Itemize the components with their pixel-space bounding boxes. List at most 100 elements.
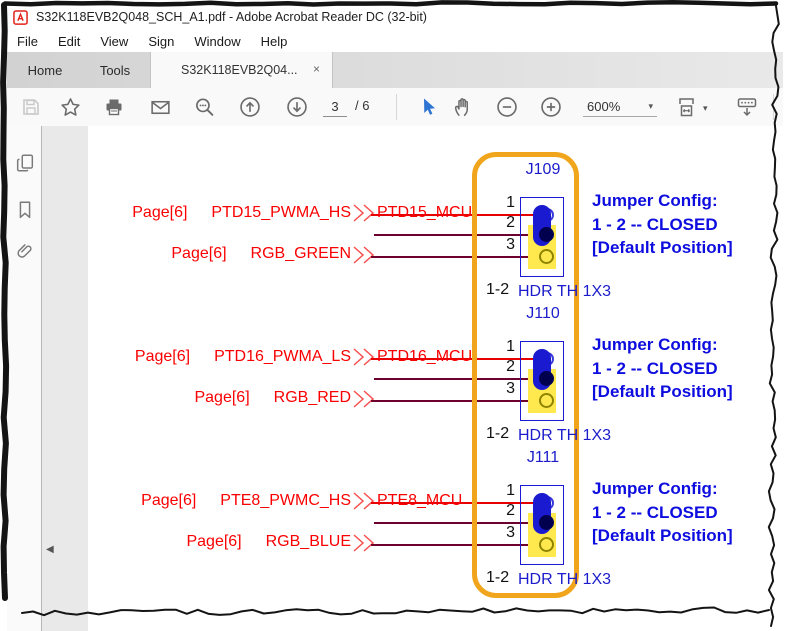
continuous-scroll-icon xyxy=(737,98,757,117)
page-count-label: / 6 xyxy=(355,98,370,113)
menu-sign[interactable]: Sign xyxy=(148,33,175,49)
pin-number: 3 xyxy=(506,380,515,397)
hand-tool-button[interactable] xyxy=(451,95,475,119)
arrow-down-circle-icon xyxy=(287,97,307,117)
pin3-circle xyxy=(539,537,554,552)
signal-label: PTE8_PWMC_HS xyxy=(220,492,351,509)
pin-number: 2 xyxy=(506,214,515,231)
paperclip-icon xyxy=(17,244,32,258)
jumper-row-j109: Page[6] PTD15_PWMA_HS Page[6] RGB_GREEN … xyxy=(7,157,787,301)
main-toolbar: 3 / 6 600% ▾ xyxy=(7,88,783,127)
scrolling-mode-button[interactable] xyxy=(735,95,759,119)
closed-pins-label: 1-2 xyxy=(486,281,510,298)
wire-pin3 xyxy=(371,256,541,258)
wire-pin2 xyxy=(374,234,540,236)
zoom-level-control[interactable]: 600% ▾ xyxy=(583,96,657,117)
menu-edit[interactable]: Edit xyxy=(57,33,81,49)
arrow-up-circle-icon xyxy=(240,97,260,117)
bookmarks-button[interactable] xyxy=(14,199,36,221)
menu-help[interactable]: Help xyxy=(260,33,288,49)
page-thumbnails-icon xyxy=(16,154,34,172)
plus-circle-icon xyxy=(541,97,561,117)
signal-label: PTD15_PWMA_HS xyxy=(211,204,351,221)
find-button[interactable] xyxy=(192,95,216,119)
rgb-signal-label: RGB_GREEN xyxy=(250,245,351,262)
wire-pin3 xyxy=(371,544,541,546)
favorites-button[interactable] xyxy=(58,95,82,119)
title-bar: S32K118EVB2Q048_SCH_A1.pdf - Adobe Acrob… xyxy=(7,4,777,30)
jumper-row-j110: Page[6] PTD16_PWMA_LS Page[6] RGB_RED PT… xyxy=(7,301,787,445)
select-tool-button[interactable] xyxy=(415,95,439,119)
jumper-callout-box xyxy=(472,152,579,598)
zoom-out-button[interactable] xyxy=(495,95,519,119)
zoom-level-value: 600% xyxy=(587,98,621,114)
pin-number: 2 xyxy=(506,502,515,519)
header-symbol-outline xyxy=(520,485,564,565)
next-page-button[interactable] xyxy=(285,95,309,119)
offpage-chevron-icon xyxy=(353,534,375,552)
pin2-circle xyxy=(539,515,554,530)
page-thumbnails-button[interactable] xyxy=(14,152,36,174)
print-button[interactable] xyxy=(102,95,126,119)
pin-number: 1 xyxy=(506,482,515,499)
pin2-circle xyxy=(539,371,554,386)
printer-icon xyxy=(106,99,122,116)
collapse-panel-icon[interactable]: ◀ xyxy=(46,544,54,555)
fit-width-icon xyxy=(679,98,694,117)
offpage-chevron-icon xyxy=(353,390,375,408)
navigation-pane-strip xyxy=(7,126,42,631)
pin-number: 1 xyxy=(506,194,515,211)
zoom-caret-icon: ▾ xyxy=(648,101,653,111)
part-label: HDR TH 1X3 xyxy=(518,427,612,444)
bookmark-icon xyxy=(19,201,31,219)
save-button[interactable] xyxy=(19,95,43,119)
previous-page-button[interactable] xyxy=(238,95,262,119)
star-icon xyxy=(60,97,80,116)
wire-pin3 xyxy=(371,400,541,402)
jumper-designator: J109 xyxy=(525,161,561,178)
menu-view[interactable]: View xyxy=(100,33,129,49)
jumper-designator: J110 xyxy=(526,305,560,322)
acrobat-pdf-icon xyxy=(13,9,28,25)
save-icon xyxy=(23,99,39,115)
tab-home[interactable]: Home xyxy=(27,62,63,78)
attachments-button[interactable] xyxy=(14,240,36,262)
part-label: HDR TH 1X3 xyxy=(518,571,612,588)
document-area: ◀ Page[6] PTD15_PWMA_HS Page[6] RGB_GREE… xyxy=(7,126,787,631)
jumper-config-note: Jumper Config: 1 - 2 -- CLOSED [Default … xyxy=(592,479,733,545)
jumper-config-note: Jumper Config: 1 - 2 -- CLOSED [Default … xyxy=(592,335,733,401)
toolbar-separator xyxy=(396,94,397,120)
page-ref-label: Page[6] xyxy=(141,492,197,509)
closed-pins-label: 1-2 xyxy=(486,425,510,442)
offpage-chevron-icon xyxy=(353,246,375,264)
signal-label: PTD16_PWMA_LS xyxy=(214,348,351,365)
tab-document[interactable]: S32K118EVB2Q04... × xyxy=(150,52,333,88)
menu-file[interactable]: File xyxy=(17,33,38,49)
wire-pin2 xyxy=(374,378,540,380)
pointer-icon xyxy=(424,98,435,115)
zoom-in-button[interactable] xyxy=(539,95,563,119)
wire-pin1 xyxy=(371,358,541,360)
jumper-config-note: Jumper Config: 1 - 2 -- CLOSED [Default … xyxy=(592,191,733,257)
menu-window[interactable]: Window xyxy=(194,33,241,49)
menu-bar: File Edit View Sign Window Help xyxy=(7,30,777,52)
page-ref-label: Page[6] xyxy=(171,245,227,262)
toolbar-separator xyxy=(773,94,774,120)
page-ref-label: Page[6] xyxy=(186,533,242,550)
offpage-chevron-icon xyxy=(353,348,375,366)
tab-bar: Home Tools S32K118EVB2Q04... × xyxy=(7,52,783,88)
net-label: PTD15_MCU xyxy=(377,204,473,221)
tab-tools[interactable]: Tools xyxy=(99,62,131,78)
page-ref-label: Page[6] xyxy=(132,204,188,221)
tab-close-icon[interactable]: × xyxy=(312,62,320,76)
page-number-input[interactable]: 3 xyxy=(323,97,347,117)
pin-number: 3 xyxy=(506,524,515,541)
page-fit-button[interactable] xyxy=(673,95,699,119)
offpage-chevron-icon xyxy=(353,204,375,222)
window-title: S32K118EVB2Q048_SCH_A1.pdf - Adobe Acrob… xyxy=(36,10,427,24)
email-button[interactable] xyxy=(148,95,172,119)
wire-pin1 xyxy=(371,502,541,504)
rgb-signal-label: RGB_RED xyxy=(273,389,351,406)
jumper-row-j111: Page[6] PTE8_PWMC_HS Page[6] RGB_BLUE PT… xyxy=(7,445,787,589)
